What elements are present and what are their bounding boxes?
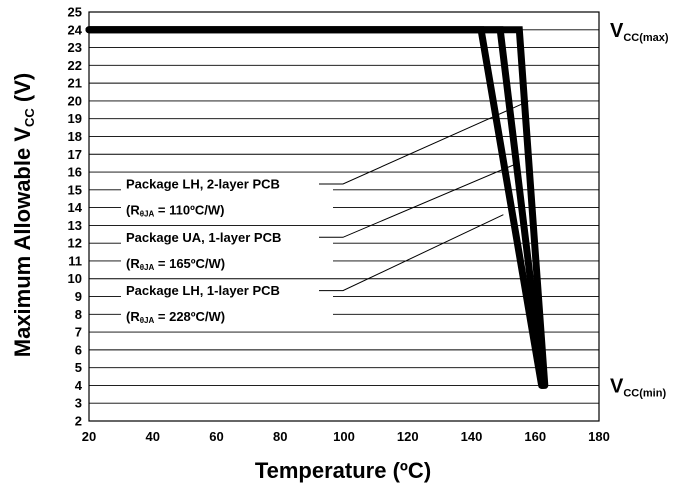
- reference-label: VCC(min): [610, 375, 666, 399]
- annotation-resistance: (RθJA = 228ºC/W): [126, 309, 225, 325]
- y-tick-label: 15: [68, 182, 82, 197]
- x-tick-labels: 20 40 60 80 100 120 140 160 180: [82, 429, 610, 444]
- y-tick-label: 8: [75, 307, 82, 322]
- x-tick-label: 160: [524, 429, 546, 444]
- y-tick-label: 3: [75, 396, 82, 411]
- plot-frame: [88, 11, 600, 422]
- y-tick-label: 16: [68, 165, 82, 180]
- y-tick-label: 13: [68, 218, 82, 233]
- y-tick-label: 24: [68, 22, 83, 37]
- x-tick-label: 40: [146, 429, 160, 444]
- y-tick-label: 18: [68, 129, 82, 144]
- reference-labels: VCC(max) VCC(min): [610, 20, 669, 400]
- y-tick-label: 12: [68, 236, 82, 251]
- y-tick-label: 20: [68, 93, 82, 108]
- annotation-title: Package LH, 2-layer PCB: [126, 176, 280, 191]
- annotation-box: [121, 229, 333, 274]
- y-tick-label: 23: [68, 40, 82, 55]
- y-tick-label: 7: [75, 325, 82, 340]
- x-axis-title: Temperature (ºC): [255, 458, 431, 483]
- y-tick-label: 19: [68, 111, 82, 126]
- y-tick-label: 10: [68, 271, 82, 286]
- series-line: [85, 26, 549, 389]
- y-tick-label: 17: [68, 147, 82, 162]
- annotation-leader: [319, 162, 518, 238]
- y-tick-label: 2: [75, 414, 82, 429]
- x-tick-label: 140: [461, 429, 483, 444]
- annotation-resistance: (RθJA = 165ºC/W): [126, 256, 225, 272]
- annotations: Package LH, 2-layer PCB (RθJA = 110ºC/W) P…: [121, 100, 530, 327]
- annotation-box: [121, 175, 333, 220]
- x-tick-label: 60: [209, 429, 223, 444]
- y-tick-label: 6: [75, 342, 82, 357]
- annotation-title: Package UA, 1-layer PCB: [126, 230, 281, 245]
- y-tick-label: 14: [68, 200, 83, 215]
- series-lines: [85, 26, 549, 389]
- reference-label: VCC(max): [610, 20, 669, 44]
- annotation-box: [121, 282, 333, 327]
- y-tick-label: 11: [68, 253, 82, 268]
- annotation-leader: [319, 214, 504, 292]
- annotation-resistance: (RθJA = 110ºC/W): [126, 202, 224, 218]
- annotation-title: Package LH, 1-layer PCB: [126, 283, 280, 298]
- x-tick-label: 100: [333, 429, 355, 444]
- y-tick-label: 4: [75, 378, 83, 393]
- x-tick-label: 80: [273, 429, 287, 444]
- annotation-leader: [319, 100, 530, 185]
- y-tick-label: 22: [68, 58, 82, 73]
- y-tick-label: 5: [75, 360, 82, 375]
- y-tick-label: 9: [75, 289, 82, 304]
- y-axis-title: Maximum Allowable VCC (V): [10, 73, 37, 357]
- y-tick-label: 21: [68, 76, 82, 91]
- x-tick-label: 120: [397, 429, 419, 444]
- y-tick-label: 25: [68, 5, 82, 20]
- x-tick-label: 20: [82, 429, 96, 444]
- x-tick-label: 180: [588, 429, 610, 444]
